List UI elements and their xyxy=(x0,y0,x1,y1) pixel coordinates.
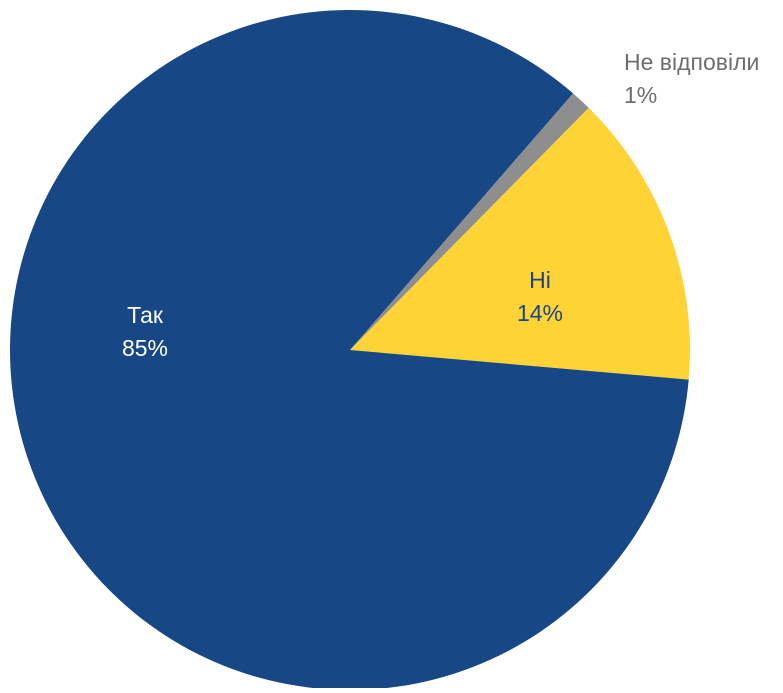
slice-value-label-2: 85% xyxy=(122,335,168,361)
slice-label-0: Не відповіли xyxy=(624,49,759,75)
pie-slice-1 xyxy=(350,107,691,380)
pie-slice-2 xyxy=(10,10,689,691)
slice-label-1: Ні xyxy=(529,267,551,293)
pie-slice-0 xyxy=(350,93,589,351)
slice-value-label-0: 1% xyxy=(624,82,657,108)
slice-value-label-1: 14% xyxy=(517,300,563,326)
slice-label-2: Так xyxy=(127,302,164,328)
